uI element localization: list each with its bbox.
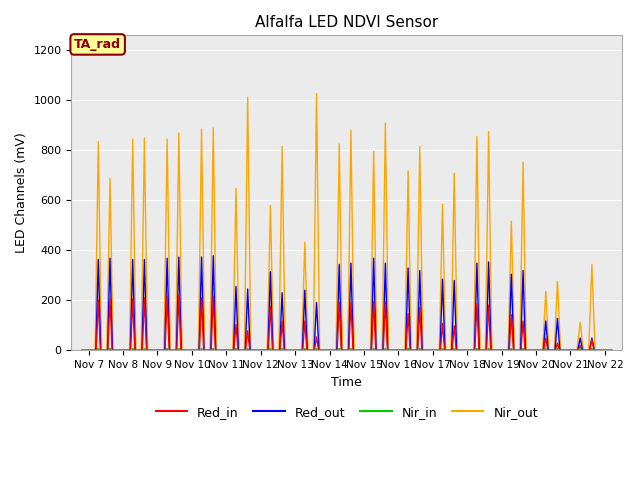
Red_out [476, 343, 483, 348]
Line: Red_in: Red_in [82, 295, 612, 350]
Red_in [608, 348, 616, 353]
Nir_in [486, 348, 493, 353]
Nir_out [257, 348, 264, 353]
Nir_in [314, 348, 321, 353]
Nir_out [78, 348, 86, 353]
Y-axis label: LED Channels (mV): LED Channels (mV) [15, 132, 28, 253]
Nir_out [608, 348, 616, 353]
Red_in [78, 348, 86, 353]
Red_out [209, 253, 217, 259]
Nir_out [476, 335, 484, 341]
Nir_in [608, 348, 616, 353]
Red_in [257, 348, 264, 353]
Red_out [78, 348, 86, 353]
Red_in [127, 343, 134, 349]
Text: TA_rad: TA_rad [74, 38, 121, 51]
Line: Nir_out: Nir_out [82, 94, 612, 350]
Nir_in [128, 348, 136, 353]
Red_in [315, 348, 323, 353]
Red_in [475, 345, 483, 351]
Red_in [487, 347, 495, 352]
Red_out [257, 348, 264, 353]
Nir_in [438, 346, 446, 352]
Line: Nir_in: Nir_in [82, 348, 612, 350]
Red_out [315, 348, 323, 353]
X-axis label: Time: Time [332, 376, 362, 389]
Red_out [127, 339, 134, 345]
Legend: Red_in, Red_out, Nir_in, Nir_out: Red_in, Red_out, Nir_in, Nir_out [150, 401, 543, 424]
Nir_in [78, 348, 86, 353]
Red_in [175, 292, 182, 298]
Nir_out [438, 222, 446, 228]
Nir_in [474, 348, 482, 353]
Nir_in [106, 346, 114, 351]
Line: Red_out: Red_out [82, 256, 612, 350]
Red_out [608, 348, 616, 353]
Nir_out [126, 328, 134, 334]
Nir_out [316, 348, 323, 353]
Red_out [487, 346, 495, 351]
Nir_in [257, 348, 264, 353]
Nir_out [312, 91, 320, 96]
Nir_out [488, 342, 495, 348]
Red_in [438, 324, 446, 330]
Title: Alfalfa LED NDVI Sensor: Alfalfa LED NDVI Sensor [255, 15, 438, 30]
Red_out [438, 286, 446, 292]
